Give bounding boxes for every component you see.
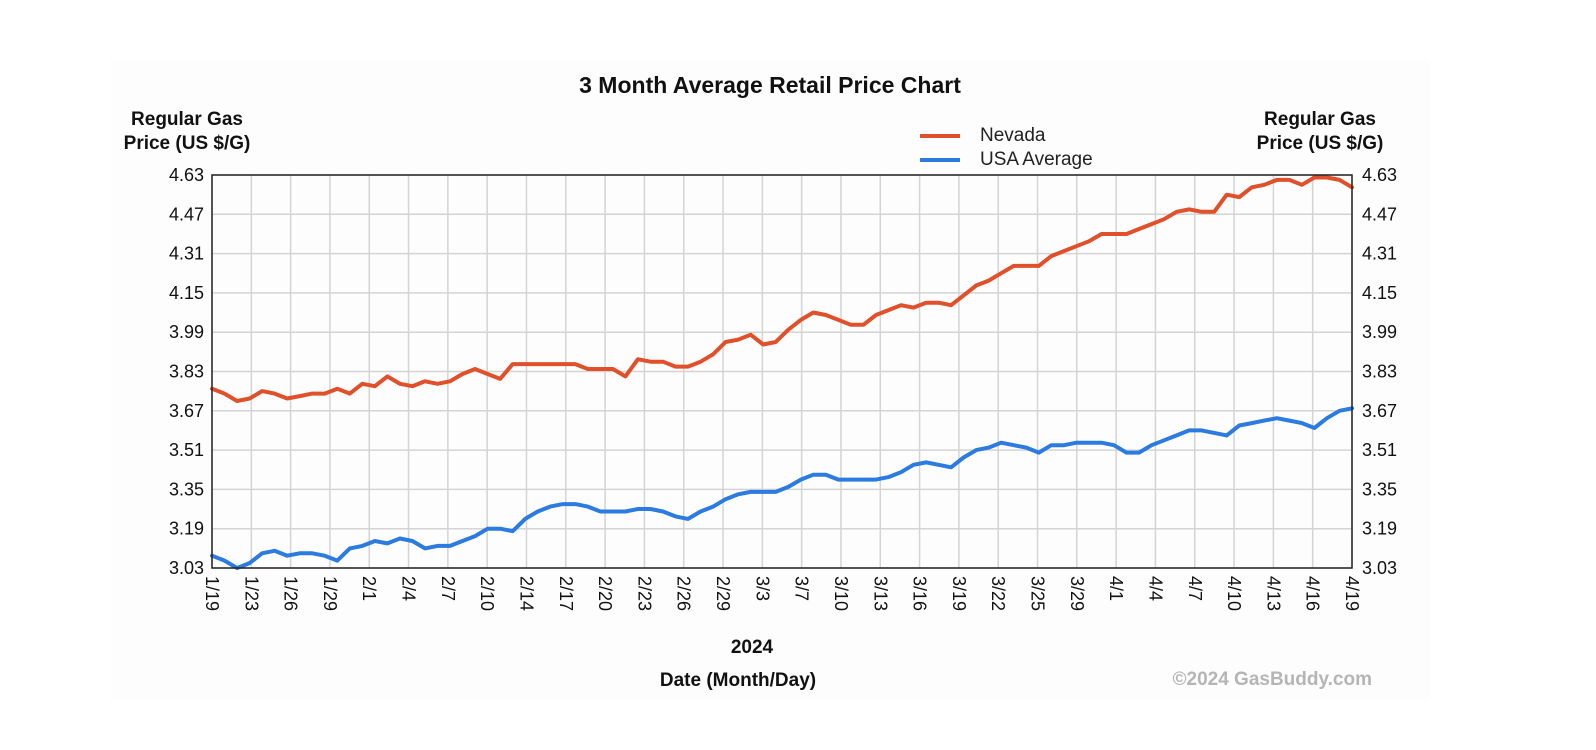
x-tick-labels: 1/19 1/23 1/26 1/29 2/1 2/4 2/7 2/10 2/14 2/17 2/2… — [202, 576, 1362, 611]
y-tick-label-left: 4.15 — [169, 283, 204, 303]
x-tick-label: 2/4 — [399, 576, 419, 601]
legend-label-usa-average: USA Average — [980, 149, 1093, 170]
y-tick-label-right: 3.51 — [1362, 440, 1397, 460]
x-tick-label: 2/20 — [595, 576, 615, 611]
x-tick-label: 3/10 — [831, 576, 851, 611]
y-tick-label-right: 4.63 — [1362, 165, 1397, 185]
plot-frame — [211, 174, 1353, 569]
y-tick-label-right: 3.35 — [1362, 479, 1397, 499]
x-tick-label: 2/29 — [713, 576, 733, 611]
grid — [211, 174, 1353, 569]
right-axis-label-line2: Price (US $/G) — [1257, 133, 1384, 154]
x-tick-label: 1/19 — [202, 576, 222, 611]
x-tick-label: 3/13 — [870, 576, 890, 611]
y-tick-label-left: 3.35 — [169, 479, 204, 499]
x-tick-label: 1/29 — [320, 576, 340, 611]
x-tick-label: 4/4 — [1145, 576, 1165, 601]
y-tick-label-right: 3.83 — [1362, 362, 1397, 382]
y-tick-label-left: 4.47 — [169, 204, 204, 224]
x-tick-label: 3/25 — [1028, 576, 1048, 611]
y-tick-label-left: 3.51 — [169, 440, 204, 460]
x-tick-label: 2/17 — [556, 576, 576, 611]
x-tick-label: 2/10 — [477, 576, 497, 611]
y-tick-label-left: 3.03 — [169, 558, 204, 578]
x-tick-label: 4/13 — [1263, 576, 1283, 611]
x-tick-label: 2/14 — [516, 576, 536, 611]
x-tick-label: 4/1 — [1106, 576, 1126, 601]
y-tick-label-right: 3.99 — [1362, 322, 1397, 342]
year-label: 2024 — [731, 637, 774, 658]
series-lines — [210, 175, 1354, 570]
x-tick-label: 3/29 — [1067, 576, 1087, 611]
legend: Nevada USA Average — [920, 125, 1093, 170]
x-tick-label: 3/19 — [949, 576, 969, 611]
y-tick-label-right: 4.47 — [1362, 204, 1397, 224]
left-axis-label-line2: Price (US $/G) — [124, 133, 251, 154]
x-tick-label: 2/7 — [438, 576, 458, 601]
x-tick-label: 4/19 — [1342, 576, 1362, 611]
x-tick-label: 3/22 — [988, 576, 1008, 611]
x-tick-label: 1/23 — [241, 576, 261, 611]
x-tick-label: 3/16 — [910, 576, 930, 611]
x-axis-title: Date (Month/Day) — [660, 670, 816, 691]
series-line-nevada — [210, 175, 1354, 403]
x-tick-label: 4/16 — [1303, 576, 1323, 611]
y-tick-label-left: 4.31 — [169, 244, 204, 264]
x-tick-label: 2/1 — [359, 576, 379, 601]
chart-title: 3 Month Average Retail Price Chart — [579, 72, 961, 98]
series-line-usa-average — [210, 406, 1354, 570]
x-tick-label: 3/7 — [792, 576, 812, 601]
left-axis-label-line1: Regular Gas — [131, 109, 243, 130]
x-tick-label: 3/3 — [752, 576, 772, 601]
y-tick-label-left: 3.83 — [169, 362, 204, 382]
x-tick-label: 2/26 — [674, 576, 694, 611]
y-tick-label-left: 3.67 — [169, 401, 204, 421]
y-tick-label-right: 3.03 — [1362, 558, 1397, 578]
right-axis-label-line1: Regular Gas — [1264, 109, 1376, 130]
y-tick-label-right: 4.31 — [1362, 244, 1397, 264]
y-tick-label-right: 3.19 — [1362, 519, 1397, 539]
x-tick-label: 2/23 — [634, 576, 654, 611]
y-tick-label-left: 3.19 — [169, 519, 204, 539]
legend-label-nevada: Nevada — [980, 125, 1046, 146]
x-tick-label: 1/26 — [281, 576, 301, 611]
y-tick-label-right: 4.15 — [1362, 283, 1397, 303]
y-tick-label-left: 4.63 — [169, 165, 204, 185]
y-tick-labels: 4.63 4.63 4.47 4.47 4.31 4.31 4.15 4.15 3.99 3.99… — [169, 165, 1397, 578]
x-tick-label: 4/10 — [1224, 576, 1244, 611]
copyright-text: ©2024 GasBuddy.com — [1173, 669, 1373, 690]
y-tick-label-right: 3.67 — [1362, 401, 1397, 421]
y-tick-label-left: 3.99 — [169, 322, 204, 342]
x-tick-label: 4/7 — [1185, 576, 1205, 601]
